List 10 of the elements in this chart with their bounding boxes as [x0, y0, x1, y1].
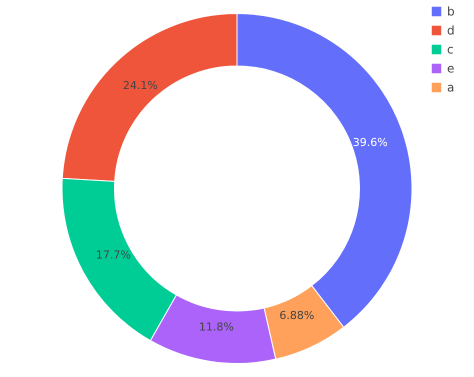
legend-label: b: [447, 4, 455, 18]
data-label: 6.88%: [279, 308, 314, 322]
legend-label: a: [447, 80, 454, 94]
data-label: 24.1%: [122, 79, 158, 92]
legend-label: d: [447, 24, 455, 38]
legend-label: e: [447, 62, 454, 76]
data-label: 39.6%: [352, 136, 388, 150]
legend-label: c: [447, 42, 454, 56]
data-label: 11.8%: [198, 320, 234, 334]
data-label: 17.7%: [96, 248, 131, 262]
